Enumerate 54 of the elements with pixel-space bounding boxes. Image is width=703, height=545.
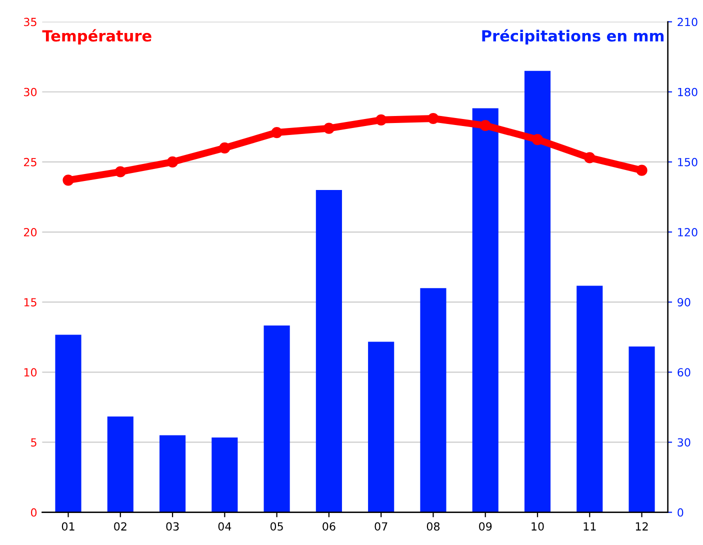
y2-tick-label: 150 — [678, 158, 698, 166]
bar — [212, 438, 238, 512]
y2-tick-label: 0 — [678, 508, 684, 517]
x-tick-label: 05 — [270, 522, 283, 531]
y-tick-label: 30 — [24, 88, 37, 96]
point — [166, 156, 178, 168]
bar — [55, 334, 82, 512]
bar — [316, 190, 342, 512]
y-tick-label: 10 — [24, 368, 37, 377]
y-tick-label: 0 — [30, 508, 37, 517]
y-tick-label: 15 — [24, 298, 36, 306]
bar — [159, 435, 186, 512]
x-tick-label: 02 — [114, 522, 126, 531]
point — [114, 166, 126, 178]
point — [219, 142, 230, 154]
x-tick-label: 07 — [374, 522, 388, 531]
x-tick-label: 08 — [426, 522, 440, 531]
y2-tick-label: 60 — [678, 368, 690, 377]
y-axis-title: Température — [42, 29, 152, 45]
y2-tick-label: 90 — [678, 298, 690, 306]
bar — [472, 108, 498, 512]
point — [532, 134, 544, 146]
bar — [524, 70, 551, 512]
bar — [576, 286, 603, 512]
y2-tick-label: 180 — [678, 88, 698, 96]
y-tick-label: 25 — [24, 158, 36, 166]
x-tick-label: 04 — [218, 522, 232, 531]
x-tick-label: 06 — [322, 522, 336, 531]
y-tick-label: 20 — [24, 228, 37, 236]
x-tick-label: 09 — [479, 522, 492, 531]
y2-tick-label: 120 — [678, 228, 698, 236]
bar — [628, 346, 655, 512]
point — [584, 152, 596, 164]
x-tick-label: 11 — [584, 522, 596, 530]
bar — [107, 416, 134, 512]
x-tick-label: 10 — [532, 522, 544, 531]
y2-tick-label: 210 — [678, 18, 698, 26]
y-tick-label: 5 — [31, 438, 36, 447]
point — [480, 120, 491, 132]
y-tick-label: 35 — [24, 18, 36, 26]
x-tick-label: 01 — [62, 522, 74, 531]
x-tick-label: 12 — [636, 522, 648, 530]
bar — [264, 325, 290, 512]
bar — [368, 342, 394, 512]
point — [428, 112, 439, 124]
point — [323, 122, 334, 134]
x-tick-label: 03 — [166, 522, 179, 531]
point — [636, 164, 648, 176]
point — [62, 174, 74, 186]
y2-axis-title: Précipitations en mm — [482, 29, 664, 45]
point — [271, 126, 282, 138]
bar — [420, 288, 446, 512]
y2-tick-label: 30 — [678, 438, 690, 447]
point — [376, 114, 387, 126]
